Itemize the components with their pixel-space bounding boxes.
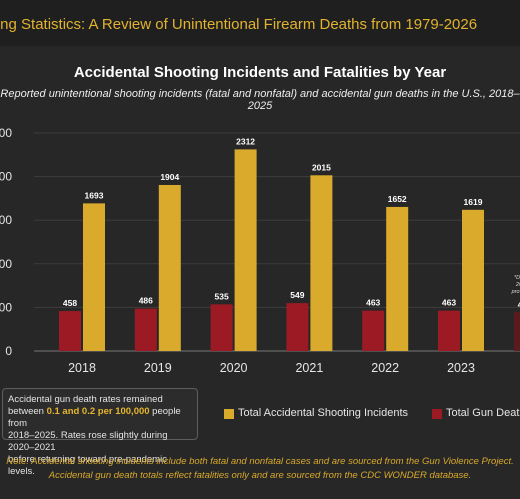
incidents-data-label: 1619 (464, 197, 483, 207)
deaths-bar (286, 303, 309, 351)
deaths-bar (59, 311, 81, 351)
provisional-annotation-line: provisional (511, 289, 520, 295)
deaths-data-label: 549 (290, 290, 304, 300)
note-line-4: before returning toward pre-pandemic lev… (8, 454, 167, 477)
y-tick-label: 000 (0, 170, 12, 184)
note-line-1: Accidental gun death rates remained (8, 394, 163, 405)
incidents-bar (310, 175, 333, 351)
incidents-data-label: 1904 (160, 172, 179, 182)
incidents-bar (386, 206, 409, 351)
deaths-bar (513, 312, 520, 351)
deaths-data-label: 535 (215, 291, 229, 301)
incidents-data-label: 2015 (312, 162, 331, 172)
x-tick-label: 2018 (68, 361, 96, 375)
deaths-bar (134, 308, 157, 351)
incidents-bar (462, 209, 484, 351)
x-tick-label: 2019 (144, 361, 172, 375)
deaths-data-label: 458 (63, 298, 77, 308)
deaths-bar (362, 310, 385, 351)
y-tick-label: 0 (5, 344, 12, 358)
chart-title: Accidental Shooting Incidents and Fatali… (73, 64, 447, 81)
x-tick-label: 2021 (295, 361, 323, 375)
provisional-annotation-line: *Data for (514, 275, 520, 281)
footnote-line-1: Note: Accidental shooting incidents incl… (6, 456, 514, 467)
footnote: Note: Accidental shooting incidents incl… (0, 455, 520, 483)
y-tick-label: 500 (0, 300, 12, 314)
deaths-data-label: 463 (366, 298, 380, 308)
deaths-bar (438, 310, 460, 351)
incidents-bar (83, 203, 105, 351)
y-tick-label: 500 (0, 126, 12, 140)
legend-label-incidents: Total Accidental Shooting Incidents (238, 407, 409, 419)
note-line-2-post: people from (8, 406, 181, 429)
deaths-data-label: 486 (139, 296, 153, 306)
deaths-bar (210, 304, 233, 351)
x-tick-label: 2023 (447, 361, 475, 375)
y-tick-label: 000 (0, 257, 12, 271)
page-header-title: ooting Statistics: A Review of Unintenti… (0, 16, 478, 33)
incidents-data-label: 1652 (388, 194, 407, 204)
legend-swatch-incidents (224, 409, 234, 419)
note-line-3: 2018–2025. Rates rose slightly during 20… (8, 430, 168, 453)
y-tick-label: 500 (0, 213, 12, 227)
deaths-data-label: 463 (442, 298, 456, 308)
x-tick-label: 2020 (220, 361, 248, 375)
x-tick-label: 2022 (371, 361, 399, 375)
incidents-bar (234, 149, 257, 351)
note-rate-range: 0.1 and 0.2 per 100,000 (46, 406, 150, 417)
chart-subtitle: Reported unintentional shooting incident… (0, 88, 520, 112)
incidents-data-label: 1693 (85, 190, 104, 200)
footnote-line-2: Accidental gun death totals reflect fata… (48, 470, 472, 481)
info-note-box: Accidental gun death rates remained betw… (2, 388, 198, 477)
legend-label-deaths: Total Gun Death (446, 407, 520, 419)
deaths-data-label: 444 (518, 299, 520, 309)
note-line-2-pre: between (8, 406, 47, 417)
legend-swatch-deaths (432, 409, 442, 419)
incidents-bar (158, 184, 181, 351)
incidents-data-label: 2312 (236, 136, 255, 146)
provisional-annotation-line: 2024 is (515, 282, 520, 288)
top-header-bar: ooting Statistics: A Review of Unintenti… (0, 0, 520, 46)
